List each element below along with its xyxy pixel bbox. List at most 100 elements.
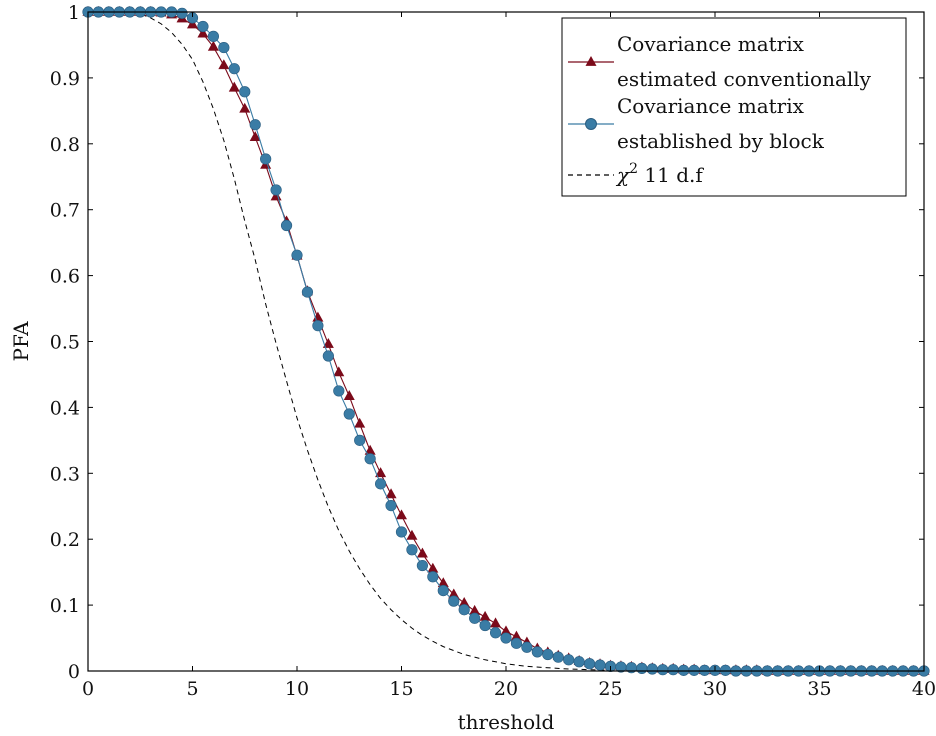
circle-point — [333, 385, 345, 397]
legend-entry-chi2: χ2 11 d.f — [568, 161, 704, 187]
x-tick-label: 35 — [807, 678, 831, 700]
y-tick-label: 0.5 — [50, 332, 80, 354]
circle-point — [437, 585, 449, 597]
circle-point — [312, 320, 324, 332]
triangle-point — [218, 59, 230, 70]
circle-point — [364, 453, 376, 465]
circle-point — [207, 30, 219, 42]
triangle-point — [385, 488, 397, 499]
circle-point — [395, 526, 408, 538]
triangle-point — [354, 417, 366, 428]
circle-point — [573, 656, 585, 668]
circle-point — [646, 663, 658, 675]
x-tick-label: 25 — [598, 678, 622, 700]
circle-point — [678, 664, 690, 676]
series-line-2 — [88, 11, 924, 672]
x-tick-label: 0 — [82, 678, 94, 700]
circle-point — [583, 658, 596, 670]
y-tick-label: 0 — [68, 661, 80, 683]
triangle-point — [406, 529, 418, 540]
legend-circle-marker-icon — [585, 118, 597, 130]
legend-label-chi2: χ2 11 d.f — [615, 161, 704, 187]
circle-point — [542, 648, 554, 661]
circle-point — [667, 664, 679, 676]
circle-point — [406, 544, 418, 556]
circle-point — [322, 350, 334, 362]
triangle-point — [249, 131, 261, 142]
circle-point — [552, 651, 564, 663]
circle-point — [469, 612, 481, 624]
triangle-point — [322, 338, 334, 348]
circle-point — [301, 286, 314, 298]
circle-point — [500, 632, 512, 644]
x-tick-label: 30 — [703, 678, 727, 700]
triangle-point — [490, 617, 502, 628]
circle-point — [197, 20, 209, 33]
legend-label-block-line1: Covariance matrix — [617, 94, 805, 118]
legend-entry-conventional: Covariance matrix estimated conventional… — [568, 32, 872, 91]
y-tick-label: 0.7 — [50, 200, 80, 222]
circle-point — [427, 571, 439, 583]
circle-point — [698, 664, 711, 676]
x-tick-label: 10 — [285, 678, 309, 700]
y-axis-label: PFA — [9, 321, 33, 362]
circle-point — [636, 662, 648, 674]
circle-point — [489, 627, 502, 639]
legend-chi-symbol: χ — [615, 163, 631, 187]
tick-layer: 0 5 10 15 20 25 30 35 40 0 0.1 0.2 0.3 0.4 0.5 0.6 0.7 0.… — [50, 2, 936, 700]
x-axis-label: threshold — [458, 710, 555, 734]
y-tick-label: 0.1 — [50, 595, 80, 617]
legend-chi-superscript: 2 — [629, 161, 638, 177]
circle-point — [239, 86, 251, 98]
circle-point — [458, 604, 470, 616]
series-layer — [82, 5, 930, 677]
triangle-point — [416, 547, 428, 558]
triangle-point — [479, 610, 491, 621]
circle-point — [521, 641, 533, 653]
triangle-point — [197, 27, 209, 38]
circle-point — [249, 119, 261, 131]
x-tick-label: 5 — [186, 678, 198, 700]
legend-label-conventional-line2: estimated conventionally — [617, 67, 872, 91]
y-tick-label: 0.4 — [50, 397, 80, 419]
circle-point — [375, 478, 387, 490]
triangle-point — [395, 509, 408, 520]
circle-point — [343, 408, 355, 420]
circle-point — [260, 153, 272, 165]
circle-point — [385, 499, 397, 512]
circle-point — [594, 659, 606, 671]
x-tick-label: 40 — [912, 678, 936, 700]
circle-point — [563, 654, 575, 666]
circle-point — [218, 41, 230, 54]
circle-point — [657, 664, 669, 676]
circle-point — [354, 434, 366, 446]
legend-triangle-marker-icon — [585, 55, 597, 66]
circle-point — [448, 595, 460, 607]
legend-label-conventional-line1: Covariance matrix — [617, 32, 805, 56]
y-tick-label: 0.2 — [50, 529, 80, 551]
circle-point — [270, 184, 282, 196]
triangle-point — [207, 40, 219, 51]
legend-chi-rest: 11 d.f — [638, 163, 704, 187]
circle-point — [510, 637, 523, 649]
circle-point — [176, 7, 188, 19]
legend-box — [561, 17, 907, 197]
plot-frame — [87, 11, 925, 672]
y-tick-label: 0.6 — [50, 266, 80, 288]
triangle-point — [343, 390, 355, 400]
triangle-point — [375, 467, 387, 478]
circle-point — [416, 559, 429, 572]
triangle-point — [333, 366, 345, 377]
x-tick-label: 20 — [494, 678, 518, 700]
circle-point — [479, 619, 491, 632]
y-tick-label: 0.3 — [50, 463, 80, 485]
x-tick-label: 15 — [389, 678, 413, 700]
legend-entry-block: Covariance matrix established by block — [568, 94, 825, 153]
circle-point — [228, 63, 240, 75]
circle-point — [280, 219, 293, 232]
triangle-point — [239, 102, 251, 113]
y-tick-label: 0.8 — [50, 134, 80, 156]
y-tick-label: 1 — [68, 2, 80, 24]
